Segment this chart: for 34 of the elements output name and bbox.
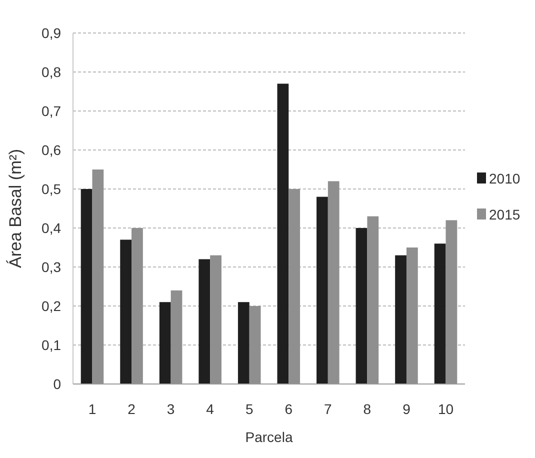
- x-tick-label: 4: [206, 401, 214, 417]
- y-tick-label: 0,8: [42, 64, 62, 80]
- x-tick-label: 6: [284, 401, 293, 417]
- x-tick-label: 10: [438, 401, 454, 417]
- y-tick-label: 0,6: [42, 142, 62, 158]
- bar: [238, 302, 250, 384]
- bar: [159, 302, 171, 384]
- legend-label: 2015: [489, 206, 520, 222]
- bar: [80, 189, 92, 384]
- x-tick-label: 2: [128, 401, 136, 417]
- y-tick-label: 0,2: [42, 298, 62, 314]
- y-tick-label: 0,7: [42, 102, 62, 119]
- x-tick-label: 3: [166, 401, 175, 417]
- y-tick-label: 0,1: [42, 336, 62, 353]
- legend-label: 2010: [489, 170, 520, 186]
- y-tick-label: 0,4: [42, 220, 62, 236]
- bar: [434, 244, 446, 384]
- x-tick-label: 8: [363, 401, 372, 417]
- x-axis-title: Parcela: [245, 429, 293, 445]
- bar: [356, 228, 368, 384]
- bar: [395, 255, 406, 384]
- bar: [198, 259, 210, 384]
- y-tick-label: 0,3: [42, 258, 62, 275]
- y-axis-title: Área Basal (m²): [6, 148, 25, 268]
- bar: [277, 84, 289, 384]
- y-tick-label: 0,5: [42, 180, 62, 197]
- x-tick-label: 1: [88, 401, 96, 417]
- x-tick-label: 7: [324, 401, 332, 417]
- x-tick-label: 5: [245, 401, 254, 417]
- y-tick-label: 0,9: [42, 24, 62, 41]
- x-tick-label: 9: [402, 401, 411, 417]
- bar: [120, 240, 132, 384]
- y-tick-label: 0: [53, 376, 62, 392]
- bar: [316, 196, 328, 384]
